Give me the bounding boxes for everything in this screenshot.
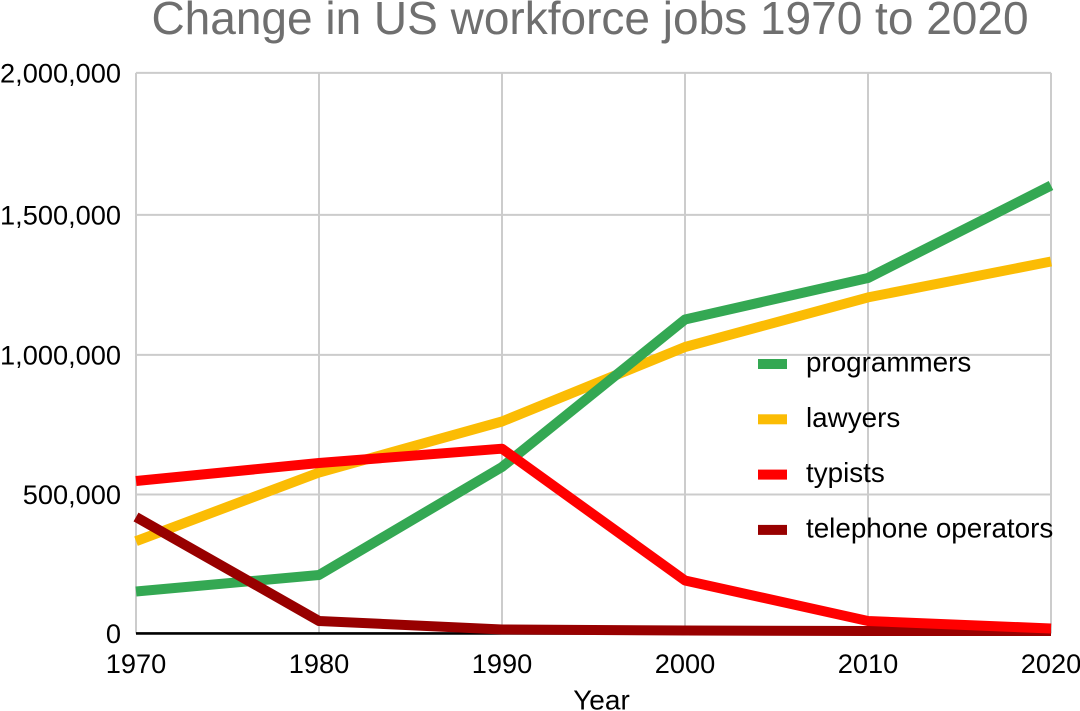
svg-text:2,000,000: 2,000,000 <box>0 57 121 88</box>
svg-text:lawyers: lawyers <box>806 402 900 433</box>
svg-text:1980: 1980 <box>289 648 349 679</box>
svg-text:typists: typists <box>806 457 885 488</box>
svg-text:1,000,000: 1,000,000 <box>0 339 121 370</box>
svg-text:Year: Year <box>573 685 630 711</box>
svg-text:programmers: programmers <box>806 347 971 378</box>
svg-text:telephone operators: telephone operators <box>806 512 1053 543</box>
svg-text:2020: 2020 <box>1021 648 1080 679</box>
svg-text:1970: 1970 <box>106 648 166 679</box>
svg-text:1990: 1990 <box>472 648 532 679</box>
svg-text:1,500,000: 1,500,000 <box>0 199 121 230</box>
svg-text:Change in US workforce jobs 19: Change in US workforce jobs 1970 to 2020 <box>151 0 1028 44</box>
svg-text:2000: 2000 <box>655 648 715 679</box>
svg-text:500,000: 500,000 <box>23 479 121 510</box>
svg-text:0: 0 <box>106 618 121 649</box>
svg-text:2010: 2010 <box>838 648 898 679</box>
